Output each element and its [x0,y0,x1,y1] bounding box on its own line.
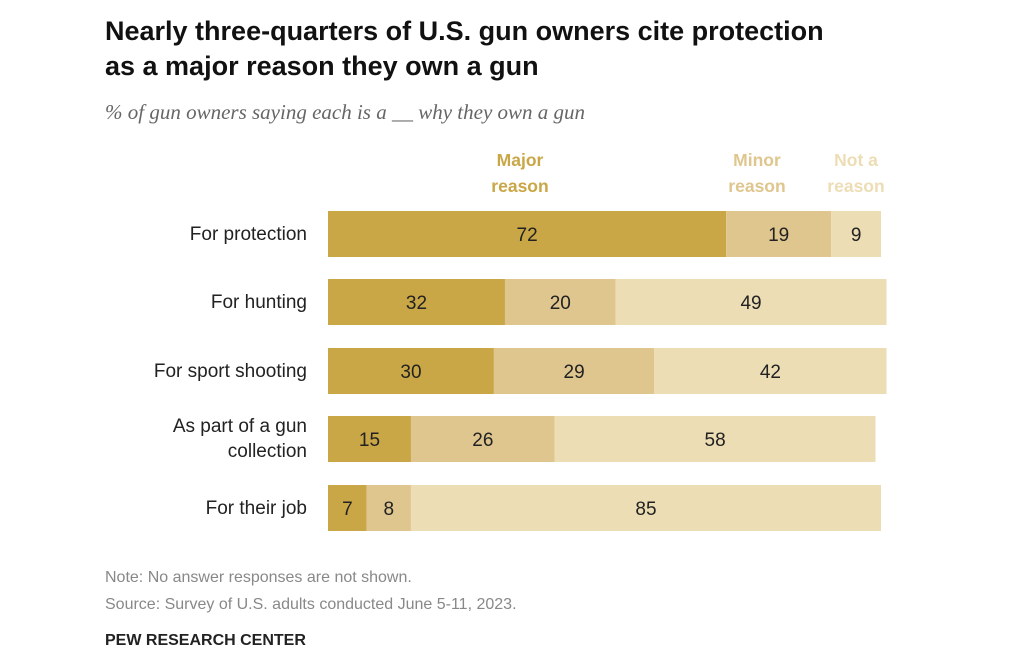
data-label: 72 [517,225,538,246]
legend-item: Minor reason [728,150,786,196]
category-label: For their job [205,497,307,519]
bar-segment [410,485,881,531]
legend-item: Not a reason [827,150,885,196]
data-label: 58 [705,430,726,451]
bar-segment [504,279,616,325]
bar-segment [328,416,411,462]
data-label: 85 [635,499,656,520]
chart-title: Nearly three-quarters of U.S. gun owners… [105,16,824,81]
bar-segment [328,279,505,325]
bar-segment [328,485,367,531]
bar-segment [328,211,727,257]
data-label: 42 [760,362,781,383]
data-label: 26 [472,430,493,451]
category-label: For hunting [210,291,307,313]
bar-segment [366,485,411,531]
category-label: As part of a gun collection [172,416,307,462]
source: Source: Survey of U.S. adults conducted … [105,596,517,613]
data-label: 15 [359,430,380,451]
bar-segment [654,348,887,394]
bar-segment [615,279,887,325]
legend-item: Major reason [491,150,549,196]
bar-segment [493,348,655,394]
category-label: For sport shooting [153,360,307,382]
data-label: 49 [740,293,761,314]
data-label: 7 [342,499,353,520]
bar-segment [831,211,881,257]
bar-segment [554,416,876,462]
chart-subtitle: % of gun owners saying each is a __ why … [105,100,586,124]
data-label: 19 [768,225,789,246]
data-label: 32 [406,293,427,314]
bar-segment [726,211,832,257]
data-label: 9 [851,225,862,246]
brand-logo-text: PEW RESEARCH CENTER [105,632,306,649]
data-label: 20 [550,293,571,314]
category-label: For protection [189,223,307,245]
data-label: 8 [384,499,395,520]
data-label: 29 [564,362,585,383]
bar-segment [328,348,494,394]
bar-segment [410,416,555,462]
note: Note: No answer responses are not shown. [105,569,412,586]
data-label: 30 [400,362,421,383]
